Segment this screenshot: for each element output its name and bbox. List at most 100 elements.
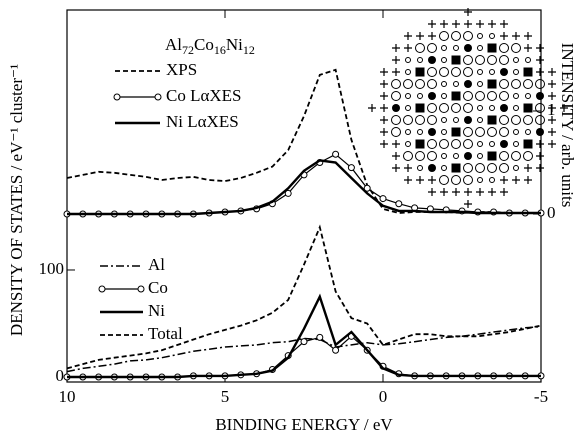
cluster-atom (524, 164, 532, 172)
plot-frame (66, 9, 542, 383)
cluster-atom (500, 32, 508, 40)
cluster-atom (499, 79, 509, 89)
cluster-atom (451, 175, 461, 185)
data-point (363, 184, 371, 192)
cluster-atom (404, 176, 412, 184)
legend-label: Al (148, 255, 165, 274)
cluster-atom (525, 57, 531, 63)
cluster-inset (368, 8, 568, 208)
cluster-atom (428, 128, 436, 136)
cluster-atom (428, 92, 436, 100)
cluster-atom (463, 55, 473, 65)
cluster-atom (475, 91, 485, 101)
cluster-atom (453, 117, 459, 123)
y-tick-label: 100 (39, 259, 65, 278)
cluster-atom (475, 163, 485, 173)
cluster-atom (415, 79, 425, 89)
legend-marker (113, 93, 121, 101)
cluster-atom (523, 79, 533, 89)
cluster-atom (392, 56, 400, 64)
data-point (379, 195, 387, 203)
data-point (332, 346, 340, 354)
x-tick-label: 10 (59, 387, 76, 406)
cluster-atom (523, 103, 533, 113)
cluster-atom (535, 103, 545, 113)
cluster-atom (489, 141, 495, 147)
cluster-atom (441, 153, 447, 159)
cluster-atom (475, 55, 485, 65)
cluster-atom (380, 128, 388, 136)
label-part: Ni (226, 35, 243, 54)
cluster-atom (441, 57, 447, 63)
cluster-atom (499, 91, 509, 101)
cluster-atom (525, 93, 531, 99)
cluster-atom (415, 115, 425, 125)
data-point (347, 164, 355, 172)
cluster-atom (477, 117, 483, 123)
cluster-atom (513, 129, 519, 135)
cluster-atom (487, 91, 497, 101)
cluster-atom (405, 141, 411, 147)
cluster-atom (513, 141, 519, 147)
cluster-atom (464, 8, 472, 16)
cluster-atom (463, 67, 473, 77)
cluster-atom (403, 79, 413, 89)
cluster-atom (487, 43, 497, 53)
cluster-atom (477, 153, 483, 159)
cluster-atom (453, 45, 459, 51)
cluster-atom (487, 79, 497, 89)
cluster-atom (405, 105, 411, 111)
cluster-atom (489, 105, 495, 111)
legend-label: Co (148, 278, 168, 297)
cluster-atom (391, 115, 401, 125)
label-part: Al (165, 35, 182, 54)
y2-axis-label: INTENSITY / arb. units (558, 43, 577, 208)
cluster-atom (464, 20, 472, 28)
cluster-atom (464, 200, 472, 208)
cluster-atom (548, 116, 556, 124)
cluster-atom (523, 139, 533, 149)
cluster-atom (428, 164, 436, 172)
cluster-atom (525, 129, 531, 135)
cluster-atom (548, 80, 556, 88)
cluster-atom (513, 69, 519, 75)
cluster-atom (500, 104, 508, 112)
cluster-atom (513, 165, 519, 171)
cluster-atom (416, 176, 424, 184)
cluster-atom (439, 175, 449, 185)
cluster-atom (380, 104, 388, 112)
cluster-atom (403, 115, 413, 125)
cluster-atom (451, 55, 461, 65)
legend-label: Co LαXES (166, 86, 242, 105)
cluster-atom (441, 165, 447, 171)
cluster-atom (380, 92, 388, 100)
label-part: 72 (182, 43, 194, 57)
cluster-atom (511, 151, 521, 161)
cluster-atom (500, 140, 508, 148)
legend-marker (137, 285, 145, 293)
cluster-atom (452, 188, 460, 196)
cluster-atom (391, 91, 401, 101)
cluster-atom (487, 55, 497, 65)
cluster-atom (463, 139, 473, 149)
cluster-atom (405, 129, 411, 135)
cluster-atom (417, 165, 423, 171)
cluster-atom (428, 56, 436, 64)
cluster-atom (439, 103, 449, 113)
cluster-atom (524, 176, 532, 184)
data-point (332, 150, 340, 158)
cluster-atom (477, 33, 483, 39)
cluster-atom (440, 188, 448, 196)
label-part: 12 (243, 43, 255, 57)
cluster-atom (391, 127, 401, 137)
cluster-atom (451, 127, 461, 137)
data-point (300, 338, 308, 346)
cluster-atom (523, 115, 533, 125)
cluster-atom (441, 45, 447, 51)
cluster-atom (439, 31, 449, 41)
cluster-atom (477, 105, 483, 111)
label-part: 16 (214, 43, 226, 57)
cluster-atom (489, 69, 495, 75)
series-line (66, 325, 542, 373)
cluster-atom (488, 20, 496, 28)
